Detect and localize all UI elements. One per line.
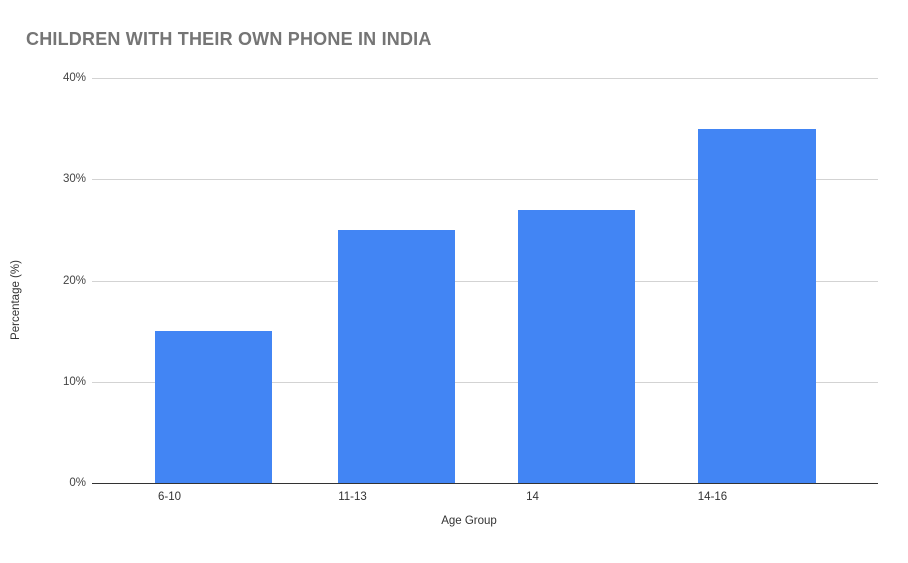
gridline-10	[92, 381, 878, 383]
bar-14[interactable]	[518, 209, 635, 483]
bars-layer	[92, 78, 878, 483]
y-tick-label-40: 40%	[62, 72, 86, 84]
y-axis-tick-labels: 0% 10% 20% 30% 40%	[0, 72, 86, 489]
bar-14-16[interactable]	[698, 128, 816, 483]
chart-title: CHILDREN WITH THEIR OWN PHONE IN INDIA	[26, 29, 432, 49]
y-tick-label-0: 0%	[69, 477, 86, 489]
x-tick-label-0: 6-10	[157, 491, 182, 503]
x-axis-title: Age Group	[0, 515, 908, 527]
y-axis-title: Percentage (%)	[10, 260, 22, 340]
bar-6-10[interactable]	[155, 331, 272, 483]
x-tick-label-1: 11-13	[338, 491, 367, 503]
gridline-20	[92, 280, 878, 282]
gridline-40	[92, 78, 878, 79]
y-tick-label-20: 20%	[62, 274, 86, 287]
y-tick-label-30: 30%	[62, 173, 86, 186]
gridline-30	[92, 179, 878, 181]
x-tick-label-3: 14-16	[697, 491, 728, 503]
bar-11-13[interactable]	[338, 229, 455, 483]
x-axis-title-text: Age Group	[441, 515, 497, 527]
plot-area	[92, 78, 878, 484]
x-tick-label-2: 14	[526, 491, 539, 503]
x-axis-line	[92, 483, 878, 484]
y-tick-label-10: 10%	[62, 375, 86, 388]
